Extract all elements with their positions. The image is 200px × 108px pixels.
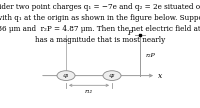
- Text: r₁₂ = 3.36 μm and  r₂P = 4.87 μm. Then the net electric field at point P: r₁₂ = 3.36 μm and r₂P = 4.87 μm. Then th…: [0, 25, 200, 33]
- Text: has a magnitude that is most nearly: has a magnitude that is most nearly: [35, 36, 165, 44]
- Text: q₁: q₁: [63, 73, 69, 78]
- Circle shape: [57, 71, 75, 80]
- Circle shape: [103, 71, 121, 80]
- Text: r₁₂: r₁₂: [85, 89, 93, 94]
- Text: q₂: q₂: [109, 73, 115, 78]
- Text: P: P: [127, 29, 132, 37]
- Text: x: x: [158, 72, 162, 80]
- Text: Consider two point charges q₁ = −7e and q₂ = 2e situated on the: Consider two point charges q₁ = −7e and …: [0, 3, 200, 11]
- Text: x-axis with q₁ at the origin as shown in the figure below. Suppose that: x-axis with q₁ at the origin as shown in…: [0, 14, 200, 22]
- Text: r₂P: r₂P: [146, 53, 156, 58]
